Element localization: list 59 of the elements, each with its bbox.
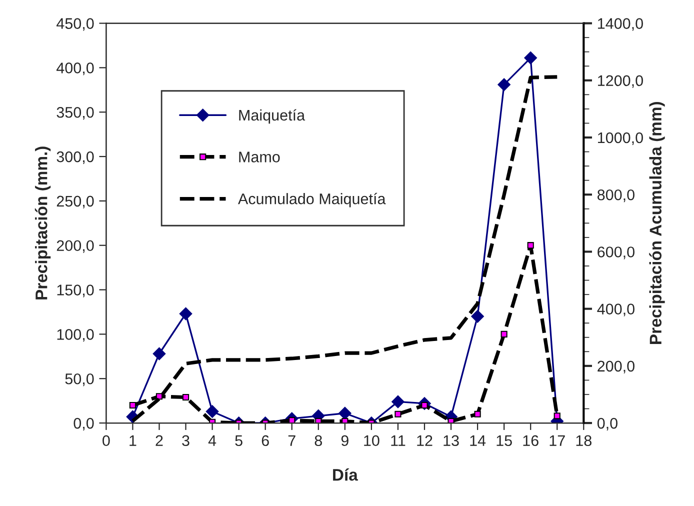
x-tick-label: 16 bbox=[523, 435, 538, 446]
x-tick-label: 9 bbox=[341, 435, 348, 446]
y-tick-label: 50,0 bbox=[65, 373, 94, 386]
point bbox=[474, 410, 481, 418]
y2-tick-label: 400,0 bbox=[597, 304, 634, 316]
x-tick-label: 18 bbox=[576, 435, 592, 446]
y-tick-label: 450,0 bbox=[56, 18, 94, 31]
legend-label: Mamo bbox=[239, 152, 280, 162]
legend-label: Acumulado Maiquetía bbox=[238, 192, 386, 208]
x-tick-label: 6 bbox=[262, 435, 269, 446]
y2-tick-label: 0,0 bbox=[597, 418, 618, 431]
y-tick-label: 0,0 bbox=[74, 418, 94, 431]
x-tick-label: 13 bbox=[444, 435, 459, 446]
y2-tick-label: 1200,0 bbox=[598, 75, 643, 88]
y2-tick-label: 600,0 bbox=[598, 246, 634, 260]
y-tick-label: 350,0 bbox=[56, 106, 94, 120]
y-tick-label: 200,0 bbox=[56, 240, 94, 253]
point bbox=[394, 410, 402, 418]
y2-axis-title: Precipitación Acumulada (mm) bbox=[649, 102, 665, 344]
x-axis-title: Día bbox=[333, 468, 358, 481]
x-tick-label: 0 bbox=[102, 435, 110, 446]
x-tick-label: 10 bbox=[364, 435, 380, 446]
x-tick-label: 2 bbox=[156, 435, 163, 446]
point bbox=[182, 394, 190, 401]
x-tick-label: 14 bbox=[470, 435, 486, 446]
x-tick-label: 12 bbox=[417, 435, 432, 446]
point bbox=[206, 405, 219, 418]
x-tick-label: 5 bbox=[235, 435, 242, 446]
x-tick-label: 4 bbox=[208, 435, 216, 446]
point bbox=[179, 307, 192, 320]
point bbox=[498, 78, 510, 91]
y-axis-title: Precipitación (mm.) bbox=[34, 146, 51, 300]
point bbox=[129, 402, 136, 409]
x-tick-label: 17 bbox=[550, 435, 565, 446]
point bbox=[527, 242, 534, 249]
point bbox=[392, 395, 404, 408]
point bbox=[338, 406, 352, 420]
legend-label: Maiquetía bbox=[239, 109, 306, 124]
y-tick-label: 300,0 bbox=[56, 151, 94, 164]
point bbox=[471, 310, 484, 323]
y2-tick-label: 800,0 bbox=[598, 189, 634, 202]
y-tick-label: 400,0 bbox=[56, 62, 94, 76]
x-tick-label: 3 bbox=[182, 435, 190, 446]
point bbox=[448, 418, 454, 424]
x-tick-label: 7 bbox=[288, 435, 296, 446]
point bbox=[152, 347, 166, 360]
x-tick-label: 15 bbox=[496, 435, 512, 446]
point bbox=[500, 330, 508, 338]
y2-tick-label: 1000,0 bbox=[598, 132, 643, 145]
x-tick-label: 11 bbox=[391, 435, 406, 446]
y2-tick-label: 200,0 bbox=[598, 360, 634, 374]
point bbox=[554, 412, 560, 420]
y-tick-label: 150,0 bbox=[57, 284, 94, 298]
point bbox=[524, 52, 538, 64]
x-tick-label: 8 bbox=[314, 435, 322, 446]
y-tick-label: 100,0 bbox=[57, 329, 94, 342]
y-tick-label: 250,0 bbox=[56, 196, 94, 208]
x-tick-label: 1 bbox=[130, 435, 136, 446]
y2-tick-label: 1400,0 bbox=[598, 18, 643, 31]
